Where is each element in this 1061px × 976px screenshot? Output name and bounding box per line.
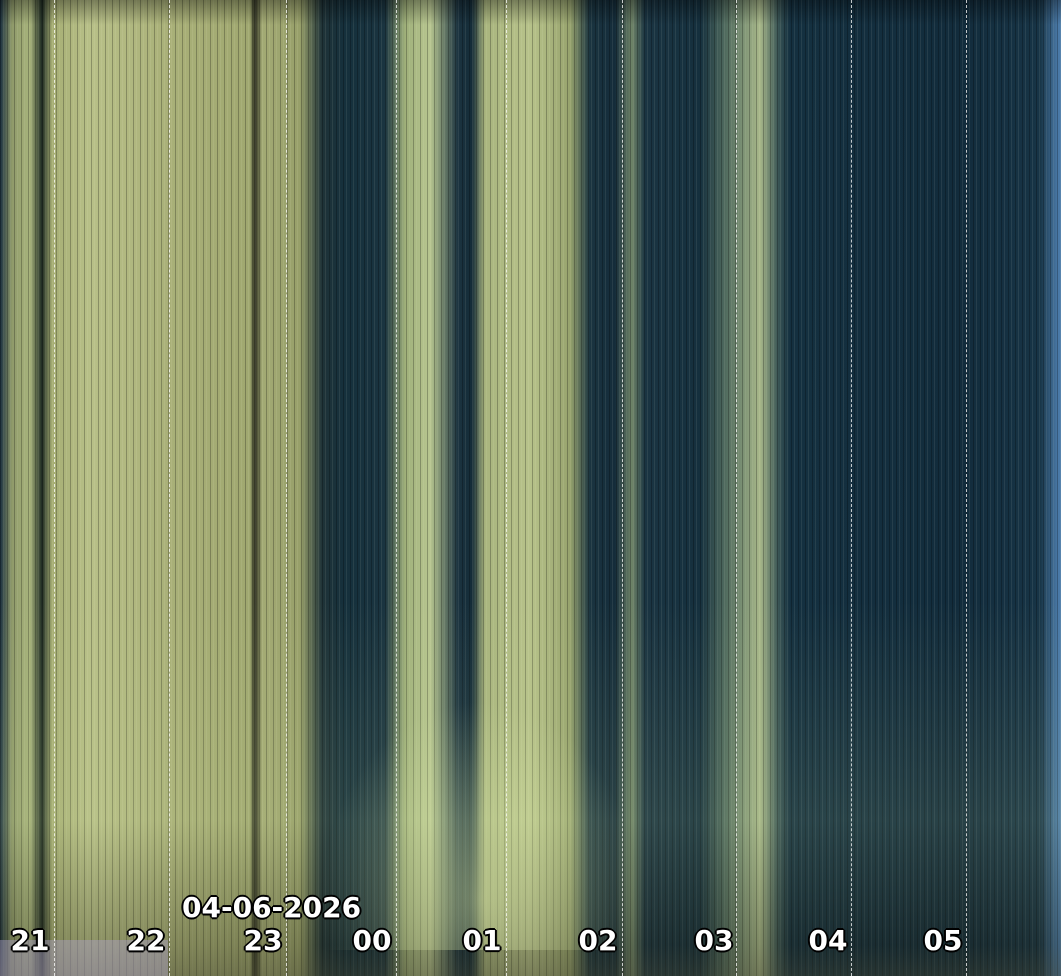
hour-label: 21 — [10, 924, 50, 957]
hour-gridline — [506, 0, 507, 976]
hour-label: 01 — [462, 924, 502, 957]
hour-gridline — [54, 0, 55, 976]
hour-gridline — [851, 0, 852, 976]
date-label: 04-06-2026 — [182, 891, 362, 924]
hour-label: 22 — [126, 924, 166, 957]
hour-gridline — [622, 0, 623, 976]
hour-gridline — [966, 0, 967, 976]
hour-label: 02 — [578, 924, 618, 957]
aurora-glow — [320, 700, 640, 950]
corner-tint — [0, 940, 168, 976]
hour-label: 04 — [808, 924, 848, 957]
hour-label: 00 — [352, 924, 392, 957]
hour-label: 05 — [923, 924, 963, 957]
hour-label: 23 — [243, 924, 283, 957]
hour-label: 03 — [694, 924, 734, 957]
hour-gridline — [736, 0, 737, 976]
hour-gridline — [169, 0, 170, 976]
hour-gridline — [286, 0, 287, 976]
hour-gridline — [396, 0, 397, 976]
